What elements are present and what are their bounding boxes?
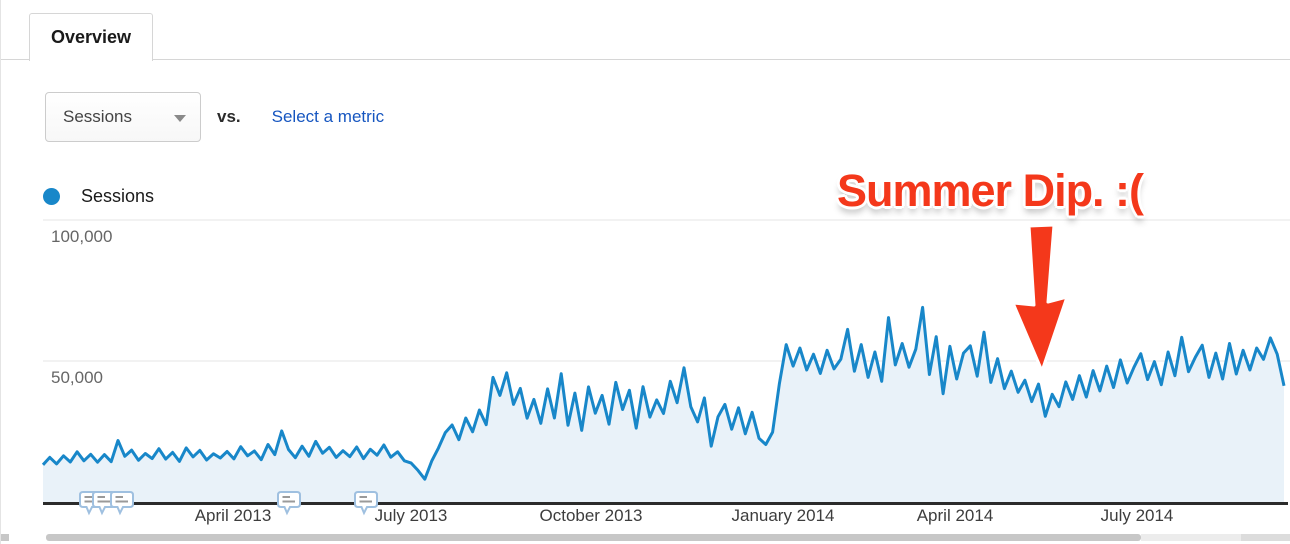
summer-dip-arrow-icon (1011, 223, 1069, 373)
legend-sessions-label: Sessions (81, 186, 155, 206)
metric-controls: Sessions vs. Select a metric (45, 92, 384, 142)
sessions-series-dot-icon (43, 188, 60, 205)
metric-dropdown-value: Sessions (63, 107, 132, 126)
tab-bar: Overview (1, 0, 1290, 61)
scrollbar-thumb[interactable] (46, 534, 1141, 541)
annotation-marker-icon[interactable] (110, 491, 134, 516)
x-tick-label: January 2014 (731, 506, 835, 525)
y-tick-label: 50,000 (51, 368, 103, 387)
x-tick-label: April 2013 (194, 506, 272, 525)
chart-legend: Sessions (43, 186, 154, 207)
vs-label: vs. (217, 107, 241, 126)
summer-dip-annotation: Summer Dip. :( (837, 165, 1144, 216)
x-tick-label: July 2014 (1100, 506, 1174, 525)
annotation-marker-icon[interactable] (354, 491, 378, 516)
annotation-marker-icon[interactable] (277, 491, 301, 516)
sessions-area-fill (43, 307, 1284, 502)
scrollbar-left-stub (1, 534, 9, 541)
scrollbar-corner-segment (1241, 534, 1290, 541)
y-tick-label: 100,000 (51, 227, 113, 246)
horizontal-scrollbar (1, 534, 1290, 542)
x-tick-label: April 2014 (916, 506, 994, 525)
scrollbar-track-segment (1141, 534, 1241, 541)
x-tick-label: July 2013 (374, 506, 448, 525)
chevron-down-icon (174, 115, 186, 122)
select-a-metric-link[interactable]: Select a metric (271, 107, 385, 126)
x-tick-label: October 2013 (539, 506, 643, 525)
sessions-line (41, 305, 1286, 481)
tab-overview[interactable]: Overview (29, 13, 154, 61)
metric-dropdown[interactable]: Sessions (45, 92, 201, 142)
